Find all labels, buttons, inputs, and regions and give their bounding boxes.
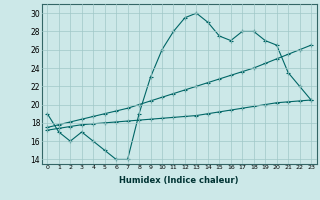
X-axis label: Humidex (Indice chaleur): Humidex (Indice chaleur) (119, 176, 239, 185)
